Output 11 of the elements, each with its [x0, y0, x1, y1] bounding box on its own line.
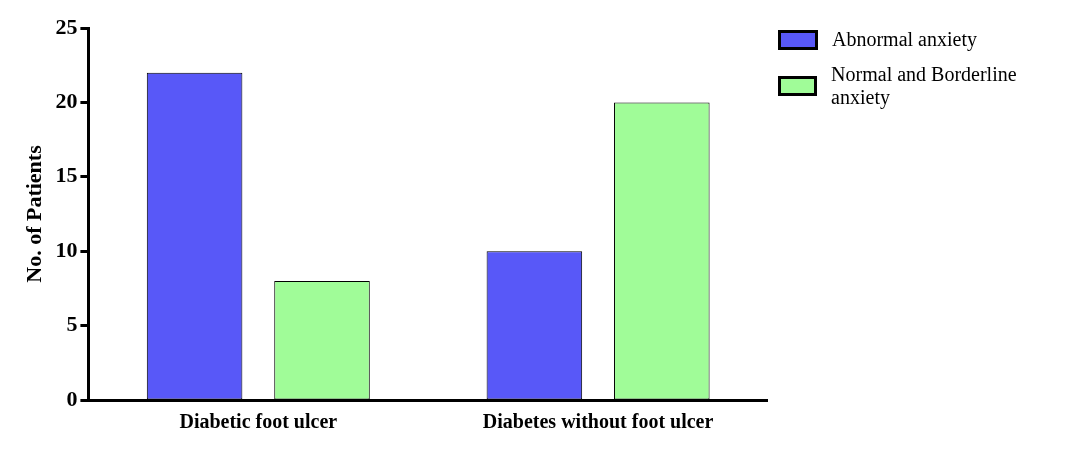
x-tick-label: Diabetic foot ulcer — [179, 410, 338, 433]
y-tick-label: 25 — [55, 13, 78, 39]
legend-label: Normal and Borderline anxiety — [831, 63, 1018, 109]
y-tick-label: 20 — [55, 88, 78, 114]
x-tick-label: Diabetes without foot ulcer — [482, 410, 714, 433]
y-tick-label: 10 — [55, 236, 78, 262]
y-tick-label: 5 — [66, 311, 78, 337]
y-tick-label: 15 — [55, 162, 78, 188]
y-axis-title: No. of Patients — [20, 144, 46, 283]
y-tick-label: 0 — [66, 385, 78, 411]
legend-label: Abnormal anxiety — [832, 28, 977, 51]
